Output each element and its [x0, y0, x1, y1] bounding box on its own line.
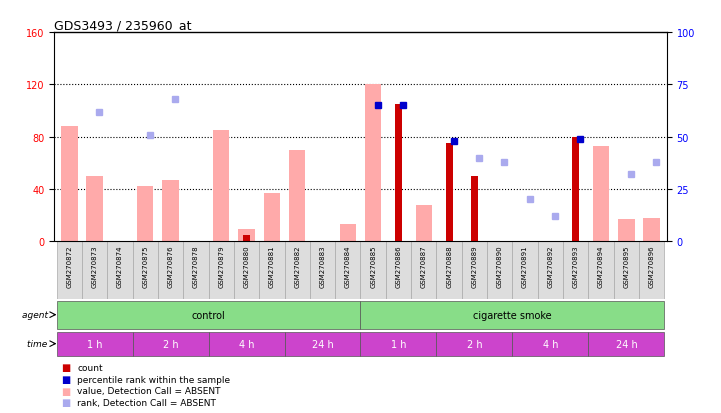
Text: GSM270875: GSM270875	[142, 244, 149, 287]
Text: GSM270883: GSM270883	[319, 244, 325, 287]
Bar	[588, 242, 614, 299]
Text: GSM270882: GSM270882	[294, 244, 300, 287]
Bar	[436, 332, 513, 356]
Text: GSM270873: GSM270873	[92, 244, 97, 287]
Text: GSM270884: GSM270884	[345, 244, 351, 287]
Bar	[513, 332, 588, 356]
Text: time: time	[27, 339, 50, 348]
Text: GSM270885: GSM270885	[370, 244, 376, 287]
Bar	[289, 150, 306, 242]
Text: GSM270878: GSM270878	[193, 244, 199, 287]
Bar	[411, 242, 436, 299]
Text: rank, Detection Call = ABSENT: rank, Detection Call = ABSENT	[77, 398, 216, 407]
Text: GSM270892: GSM270892	[547, 244, 554, 287]
Text: 1 h: 1 h	[87, 339, 102, 349]
Bar	[335, 242, 360, 299]
Bar	[446, 144, 453, 242]
Bar	[61, 127, 77, 242]
Bar	[285, 242, 310, 299]
Bar	[588, 332, 664, 356]
Text: 4 h: 4 h	[239, 339, 255, 349]
Bar	[572, 137, 579, 242]
Bar	[340, 225, 356, 242]
Text: ■: ■	[61, 363, 71, 373]
Text: 24 h: 24 h	[311, 339, 333, 349]
Text: GSM270879: GSM270879	[218, 244, 224, 287]
Text: GSM270887: GSM270887	[421, 244, 427, 287]
Bar	[360, 242, 386, 299]
Text: GSM270881: GSM270881	[269, 244, 275, 287]
Bar	[436, 242, 461, 299]
Bar	[614, 242, 639, 299]
Text: 1 h: 1 h	[391, 339, 406, 349]
Bar	[310, 242, 335, 299]
Bar	[213, 131, 229, 242]
Bar	[365, 85, 381, 242]
Bar	[208, 332, 285, 356]
Bar	[234, 242, 260, 299]
Text: GDS3493 / 235960_at: GDS3493 / 235960_at	[54, 19, 192, 32]
Bar	[471, 176, 478, 242]
Bar	[107, 242, 133, 299]
Text: GSM270876: GSM270876	[167, 244, 174, 287]
Bar	[360, 301, 664, 329]
Bar	[133, 332, 208, 356]
Bar	[57, 242, 82, 299]
Bar	[208, 242, 234, 299]
Text: GSM270888: GSM270888	[446, 244, 452, 287]
Text: GSM270886: GSM270886	[396, 244, 402, 287]
Bar	[183, 242, 208, 299]
Bar	[593, 147, 609, 242]
Bar	[57, 301, 360, 329]
Bar	[162, 180, 179, 242]
Bar	[360, 332, 436, 356]
Text: cigarette smoke: cigarette smoke	[473, 310, 552, 320]
Text: control: control	[192, 310, 226, 320]
Bar	[260, 242, 285, 299]
Text: GSM270894: GSM270894	[598, 244, 604, 287]
Text: count: count	[77, 363, 103, 372]
Bar	[461, 242, 487, 299]
Bar	[239, 230, 255, 242]
Bar	[133, 242, 158, 299]
Bar	[538, 242, 563, 299]
Bar	[395, 105, 402, 242]
Bar	[137, 187, 154, 242]
Bar	[618, 219, 634, 242]
Text: GSM270872: GSM270872	[66, 244, 72, 287]
Text: 24 h: 24 h	[616, 339, 637, 349]
Bar	[563, 242, 588, 299]
Bar	[57, 332, 133, 356]
Text: percentile rank within the sample: percentile rank within the sample	[77, 375, 230, 384]
Text: GSM270896: GSM270896	[649, 244, 655, 287]
Text: GSM270893: GSM270893	[572, 244, 579, 287]
Bar	[644, 218, 660, 242]
Bar	[285, 332, 360, 356]
Bar	[82, 242, 107, 299]
Bar	[513, 242, 538, 299]
Bar	[487, 242, 513, 299]
Text: 2 h: 2 h	[466, 339, 482, 349]
Text: GSM270880: GSM270880	[244, 244, 249, 287]
Bar	[87, 176, 103, 242]
Bar	[415, 205, 432, 242]
Text: GSM270889: GSM270889	[472, 244, 477, 287]
Text: ■: ■	[61, 374, 71, 384]
Text: value, Detection Call = ABSENT: value, Detection Call = ABSENT	[77, 386, 221, 395]
Text: 4 h: 4 h	[543, 339, 558, 349]
Bar	[158, 242, 183, 299]
Text: 2 h: 2 h	[163, 339, 178, 349]
Text: GSM270874: GSM270874	[117, 244, 123, 287]
Bar	[386, 242, 411, 299]
Bar	[243, 235, 250, 242]
Text: agent: agent	[22, 311, 50, 319]
Text: ■: ■	[61, 397, 71, 407]
Bar	[264, 193, 280, 242]
Bar	[639, 242, 664, 299]
Text: GSM270891: GSM270891	[522, 244, 528, 287]
Text: GSM270895: GSM270895	[624, 244, 629, 287]
Text: GSM270890: GSM270890	[497, 244, 503, 287]
Text: ■: ■	[61, 386, 71, 396]
